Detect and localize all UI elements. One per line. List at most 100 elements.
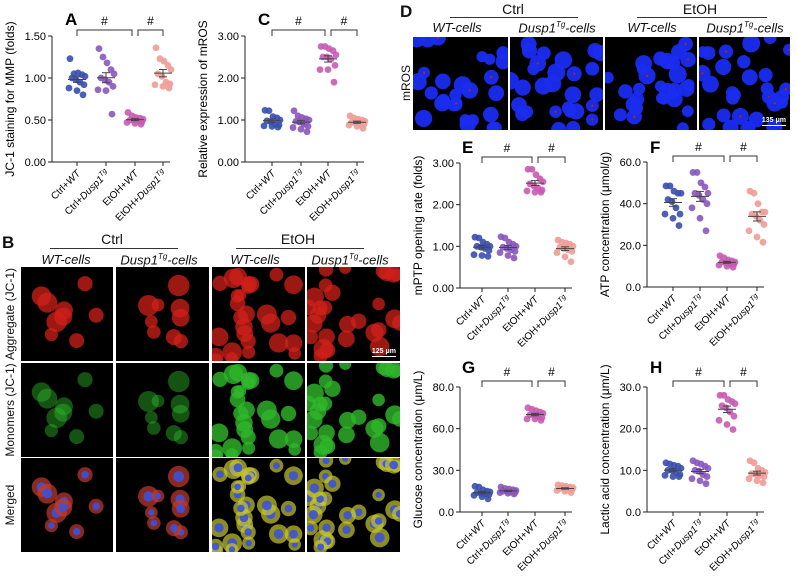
y-tick-label: 30.0	[620, 382, 641, 394]
cell	[44, 327, 58, 342]
cell	[229, 267, 247, 286]
data-point	[110, 70, 118, 78]
micrograph-merged-1	[21, 458, 113, 552]
data-point	[675, 222, 683, 229]
data-point	[701, 183, 709, 191]
data-point	[688, 204, 696, 212]
panel-e: E 0.00 1.00 2.00 3.00 mPTP opening rate (fold…	[411, 138, 577, 350]
cell	[77, 372, 93, 388]
cell	[589, 87, 603, 103]
data-point	[510, 254, 518, 262]
cell	[702, 117, 716, 130]
cell	[342, 458, 349, 462]
data-point	[537, 416, 545, 424]
data-point	[750, 459, 758, 467]
cell	[144, 411, 158, 424]
cell	[77, 276, 93, 292]
cell	[483, 106, 499, 123]
cell	[413, 37, 426, 48]
data-point	[669, 473, 677, 480]
group-header-etoh: EtOH	[280, 231, 316, 247]
cell	[307, 410, 323, 429]
cell	[701, 46, 716, 60]
cell	[488, 85, 505, 102]
cell	[338, 426, 355, 444]
data-point	[265, 107, 273, 115]
x-tick-label: EtOH+Dusp1Tg	[515, 518, 571, 574]
cell	[537, 46, 551, 61]
cell	[242, 345, 256, 359]
cell	[436, 93, 451, 108]
panel-letter: F	[650, 138, 660, 157]
cell	[384, 267, 400, 283]
data-point	[760, 473, 768, 480]
cell	[392, 411, 400, 427]
column-header-3: WT-cells	[627, 20, 677, 35]
significance-mark: #	[740, 365, 747, 379]
panel-g: G 0.0 30.0 60.0 80.0 Glucose concentration (μ…	[411, 358, 577, 574]
cell	[726, 91, 740, 105]
cell	[308, 510, 318, 520]
data-point	[568, 247, 576, 255]
data-point	[330, 78, 338, 86]
data-point	[260, 122, 268, 130]
cell	[676, 122, 689, 130]
micrograph-mros-3	[605, 37, 697, 130]
cell	[715, 58, 732, 75]
y-tick-label: 1.00	[25, 73, 46, 85]
significance-bracket	[137, 29, 164, 36]
significance-mark: #	[341, 14, 348, 28]
cell	[668, 65, 687, 84]
data-point	[504, 252, 512, 259]
y-tick-label: 60.0	[620, 157, 641, 169]
cell	[534, 77, 552, 95]
data-point	[331, 62, 339, 69]
cell	[212, 347, 224, 361]
scale-bar: 125 μm	[371, 348, 396, 357]
data-point	[95, 45, 103, 52]
cell	[46, 407, 67, 429]
cell	[273, 529, 284, 539]
cell	[69, 333, 85, 349]
data-point	[103, 59, 111, 67]
micrograph-red-3	[212, 267, 305, 361]
cell	[613, 108, 627, 122]
column-header-1: WT-cells	[432, 20, 482, 35]
data-point	[102, 87, 110, 94]
micrograph-mros-1	[413, 37, 508, 130]
data-point	[167, 66, 175, 73]
data-point	[661, 210, 669, 218]
micrograph-green-3	[212, 363, 305, 457]
significance-mark: #	[295, 14, 302, 28]
significance-bracket	[672, 380, 725, 387]
cell	[72, 527, 81, 536]
cell	[455, 102, 458, 105]
data-point	[528, 165, 536, 173]
cell	[787, 48, 790, 51]
x-tick-label: EtOH+Dusp1Tg	[707, 518, 763, 574]
x-tick-label: Ctrl+Dusp1Tg	[464, 294, 514, 344]
y-tick-label: 80.0	[433, 382, 454, 394]
data-point	[761, 208, 769, 216]
data-point	[675, 473, 683, 480]
column-header-1: WT-cells	[41, 252, 91, 267]
data-point	[65, 84, 73, 92]
cell	[374, 532, 385, 543]
data-point	[553, 249, 561, 256]
cell	[748, 111, 765, 128]
data-point	[696, 477, 704, 485]
data-point	[704, 464, 712, 472]
cell	[510, 71, 519, 90]
cell	[783, 43, 790, 56]
cell	[268, 429, 289, 449]
significance-bracket	[729, 155, 758, 162]
cell	[681, 105, 694, 118]
cell	[590, 118, 594, 121]
data-point	[158, 72, 166, 80]
data-point	[80, 81, 88, 89]
cell	[245, 539, 252, 547]
cell	[212, 542, 220, 551]
column-header-2: Dusp1Tg-cells	[518, 20, 596, 36]
cell	[37, 388, 58, 409]
significance-bracket	[330, 29, 358, 36]
